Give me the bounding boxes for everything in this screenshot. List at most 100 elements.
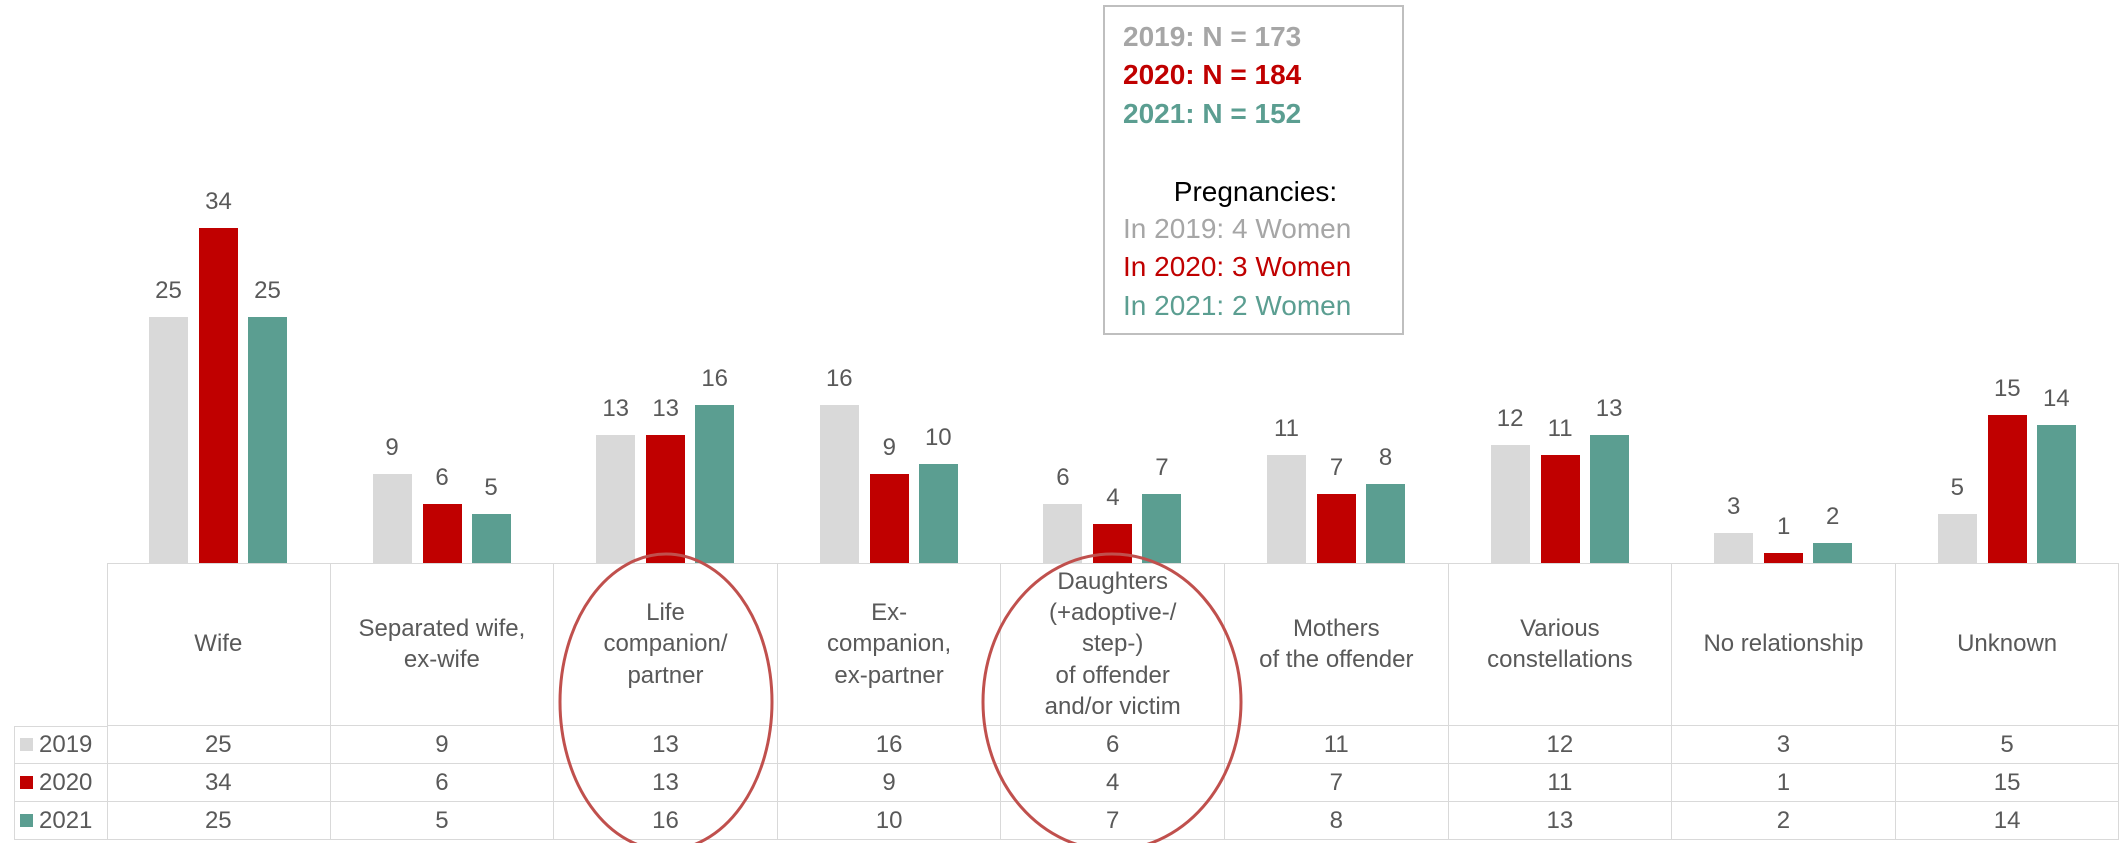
bar [869,474,909,563]
value-label: 2 [1826,503,1840,531]
value-label: 5 [484,473,498,501]
category-label: No relationship [1672,563,1896,726]
bar [1142,493,1182,563]
n-2021: 2021: N = 152 [1123,98,1302,129]
bar [422,503,462,563]
pregnancy-2021: In 2021: 2 Women [1123,290,1352,321]
table-cell: 25 [107,802,331,840]
bar [819,405,859,563]
bar [1937,513,1977,563]
value-label: 3 [1727,493,1741,521]
category-label: Mothers of the offender [1225,563,1449,726]
bar [695,405,735,563]
pregnancies-title: Pregnancies: [1173,176,1338,207]
table-left-line [14,726,15,840]
value-label: 4 [1106,483,1120,511]
value-label: 7 [1155,453,1169,481]
table-cell: 16 [777,726,1002,764]
category-label: Daughters (+adoptive-/ step-) of offende… [1001,563,1225,726]
n-2019: 2019: N = 173 [1123,21,1302,52]
value-label: 34 [205,187,232,215]
table-cell: 5 [330,802,555,840]
table-cell: 11 [1448,764,1673,802]
value-label: 5 [1950,473,1964,501]
table-cell: 10 [777,802,1002,840]
table-cell: 9 [330,726,555,764]
legend-label: 2019 [39,730,93,758]
bar [1813,543,1853,563]
bar [1714,533,1754,563]
table-cell: 4 [1001,764,1225,802]
legend-label: 2021 [39,806,93,834]
bar [372,474,412,563]
value-label: 25 [254,276,281,304]
pregnancy-2019: In 2019: 4 Women [1123,213,1352,244]
category-label: Unknown [1895,563,2119,726]
table-cell: 6 [1001,726,1225,764]
table-cell: 8 [1225,802,1449,840]
value-label: 9 [385,434,399,462]
value-label: 15 [1993,375,2021,403]
legend-label: 2020 [39,768,93,796]
value-label: 25 [155,276,182,304]
table-cell: 9 [777,764,1002,802]
bar [248,316,287,563]
legend-row: 2021 [14,802,107,840]
category-label: Wife [107,563,331,726]
bar [1589,434,1629,563]
bar [1490,444,1530,563]
table-cell: 12 [1448,726,1673,764]
value-label: 13 [602,394,630,422]
bar [1093,523,1133,563]
table-top-line [14,726,107,727]
value-label: 6 [435,463,449,491]
bar [596,434,636,563]
pregnancy-2020: In 2020: 3 Women [1123,251,1352,282]
category-label: Various constellations [1448,563,1673,726]
table-cell: 7 [1225,764,1449,802]
table-cell: 3 [1672,726,1896,764]
table-cell: 34 [107,764,331,802]
value-label: 8 [1378,444,1393,472]
value-label: 12 [1496,404,1524,432]
legend-swatch [20,738,33,751]
value-label: 1 [1777,513,1791,541]
value-label: 10 [924,424,952,452]
table-cell: 13 [1448,802,1673,840]
legend-swatch [20,776,33,789]
value-label: 16 [701,365,729,393]
table-cell: 6 [330,764,555,802]
legend-row: 2019 [14,726,107,764]
table-cell: 2 [1672,802,1896,840]
value-label: 16 [825,365,853,393]
bar [1043,503,1083,563]
bar [1366,484,1405,563]
value-label: 14 [2042,384,2070,412]
value-label: 11 [1547,414,1573,442]
info-box: 2019: N = 173 2020: N = 184 2021: N = 15… [1103,5,1404,335]
bar [646,434,686,563]
table-cell: 16 [554,802,778,840]
bar [199,227,238,563]
table-cell: 7 [1001,802,1225,840]
bar [1317,493,1356,563]
table-cell: 5 [1895,726,2119,764]
bar [1540,454,1580,563]
bar [149,316,188,563]
value-label: 6 [1056,463,1070,491]
bar [471,513,511,563]
table-left-line [107,563,108,840]
category-label: Ex- companion, ex-partner [777,563,1002,726]
value-label: 7 [1329,453,1344,481]
table-cell: 13 [554,764,778,802]
bar [1764,553,1804,563]
value-label: 13 [1595,394,1623,422]
bar [2036,424,2076,563]
value-label: 11 [1274,414,1299,442]
table-cell: 11 [1225,726,1449,764]
category-label: Life companion/ partner [554,563,778,726]
legend-swatch [20,814,33,827]
value-label: 13 [652,394,680,422]
